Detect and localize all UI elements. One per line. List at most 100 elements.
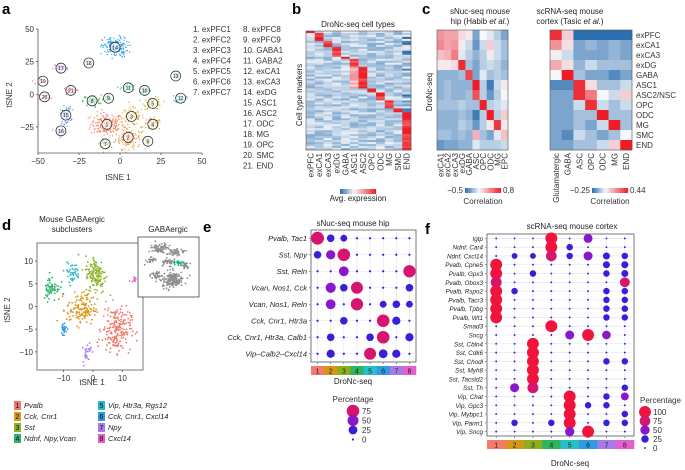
heatmap-cell (306, 50, 316, 54)
legend-entry: 1. exPFC1 (193, 25, 231, 34)
cluster-point (56, 319, 59, 322)
cluster-point (86, 275, 88, 278)
heatmap-cell (500, 110, 509, 121)
cluster-point (81, 291, 83, 294)
inset-point (169, 258, 171, 261)
dot (621, 358, 629, 365)
heatmap-cell (458, 50, 466, 61)
row-label: Pvalb, Rspo2 (446, 289, 484, 296)
heatmap-cell (306, 72, 316, 75)
cluster-point (137, 135, 140, 138)
dot (513, 307, 516, 310)
heatmap-cell (486, 130, 495, 141)
dot (513, 413, 516, 415)
cluster-point (117, 39, 119, 41)
cluster-point (146, 101, 148, 104)
dot (603, 305, 610, 312)
cluster-point (87, 310, 90, 313)
colorbar-segment (468, 188, 470, 193)
dot (495, 430, 498, 433)
heatmap-cell (393, 114, 403, 117)
heatmap-cell (306, 120, 316, 123)
cluster-point (125, 328, 128, 331)
dot (531, 290, 534, 293)
cluster-label: 7 (104, 142, 107, 148)
heatmap-cell (393, 36, 403, 40)
dot (568, 281, 571, 284)
heatmap-cell (306, 66, 316, 69)
heatmap-cell (585, 120, 598, 131)
heatmap-cell (349, 132, 359, 135)
dot (587, 325, 590, 328)
dot (531, 404, 534, 407)
heatmap-cell (349, 78, 359, 81)
heatmap-cell (402, 40, 412, 44)
cluster-point (77, 253, 80, 256)
heatmap-cell (367, 108, 377, 111)
heatmap-cell (349, 36, 359, 40)
heatmap-cell (358, 32, 368, 36)
heatmap-cell (306, 76, 316, 79)
heatmap-cell (620, 70, 633, 81)
heatmap-cell (384, 58, 394, 62)
heatmap-cell (314, 88, 324, 91)
cluster-point (89, 265, 92, 268)
heatmap-cell (437, 80, 445, 91)
heatmap-cell (358, 58, 368, 62)
dot (513, 369, 516, 372)
cluster-point (130, 108, 132, 111)
heatmap-cell (573, 30, 586, 41)
heatmap-cell (332, 46, 342, 50)
cluster-point (53, 292, 56, 295)
heatmap-cell (306, 54, 316, 58)
heatmap-cell (458, 80, 466, 91)
heatmap-cell (384, 136, 394, 139)
dot (405, 333, 414, 342)
cluster-point (69, 284, 71, 287)
cluster-point (119, 88, 122, 90)
heatmap-cell (500, 70, 509, 81)
dot (621, 384, 629, 391)
legend-number: 1 (16, 403, 20, 410)
dot (329, 319, 332, 322)
cluster-point (106, 132, 108, 134)
cluster-point (112, 118, 114, 120)
heatmap-cell (358, 144, 368, 147)
dot (565, 426, 575, 437)
panel-d-inset-title: GABAergic (148, 225, 188, 234)
dot (621, 296, 629, 304)
inset-point (177, 278, 180, 281)
heatmap-cell (367, 76, 377, 79)
inset-highlight-point (177, 264, 180, 266)
heatmap-cell (323, 114, 333, 117)
cluster-point (94, 105, 97, 107)
dot (495, 413, 498, 415)
heatmap-cell (349, 84, 359, 87)
heatmap-cell (550, 100, 563, 111)
row-label: Vip–Calb2–Cxcl14 (245, 349, 307, 358)
dot (621, 270, 629, 278)
cluster-point (96, 267, 98, 270)
cluster-point (118, 142, 121, 144)
dot (355, 270, 359, 273)
cluster-point (134, 332, 137, 335)
heatmap-cell (341, 31, 351, 34)
heatmap-cell (376, 86, 386, 89)
cluster-point (120, 86, 123, 89)
heatmap-cell (402, 58, 412, 62)
heatmap-cell (332, 62, 342, 66)
inset-point (175, 249, 178, 252)
cluster-point (102, 46, 104, 49)
heatmap-cell (306, 92, 316, 95)
cluster-point (120, 45, 122, 47)
cluster-point (106, 53, 109, 56)
heatmap-cell (314, 48, 324, 52)
inset-point (163, 276, 166, 279)
heatmap-cell (384, 134, 394, 137)
heatmap-cell (306, 88, 316, 91)
heatmap-cell (437, 90, 445, 101)
dot (529, 270, 537, 277)
heatmap-cell (332, 56, 342, 60)
inset-point (172, 278, 174, 281)
heatmap-cell (458, 40, 466, 51)
